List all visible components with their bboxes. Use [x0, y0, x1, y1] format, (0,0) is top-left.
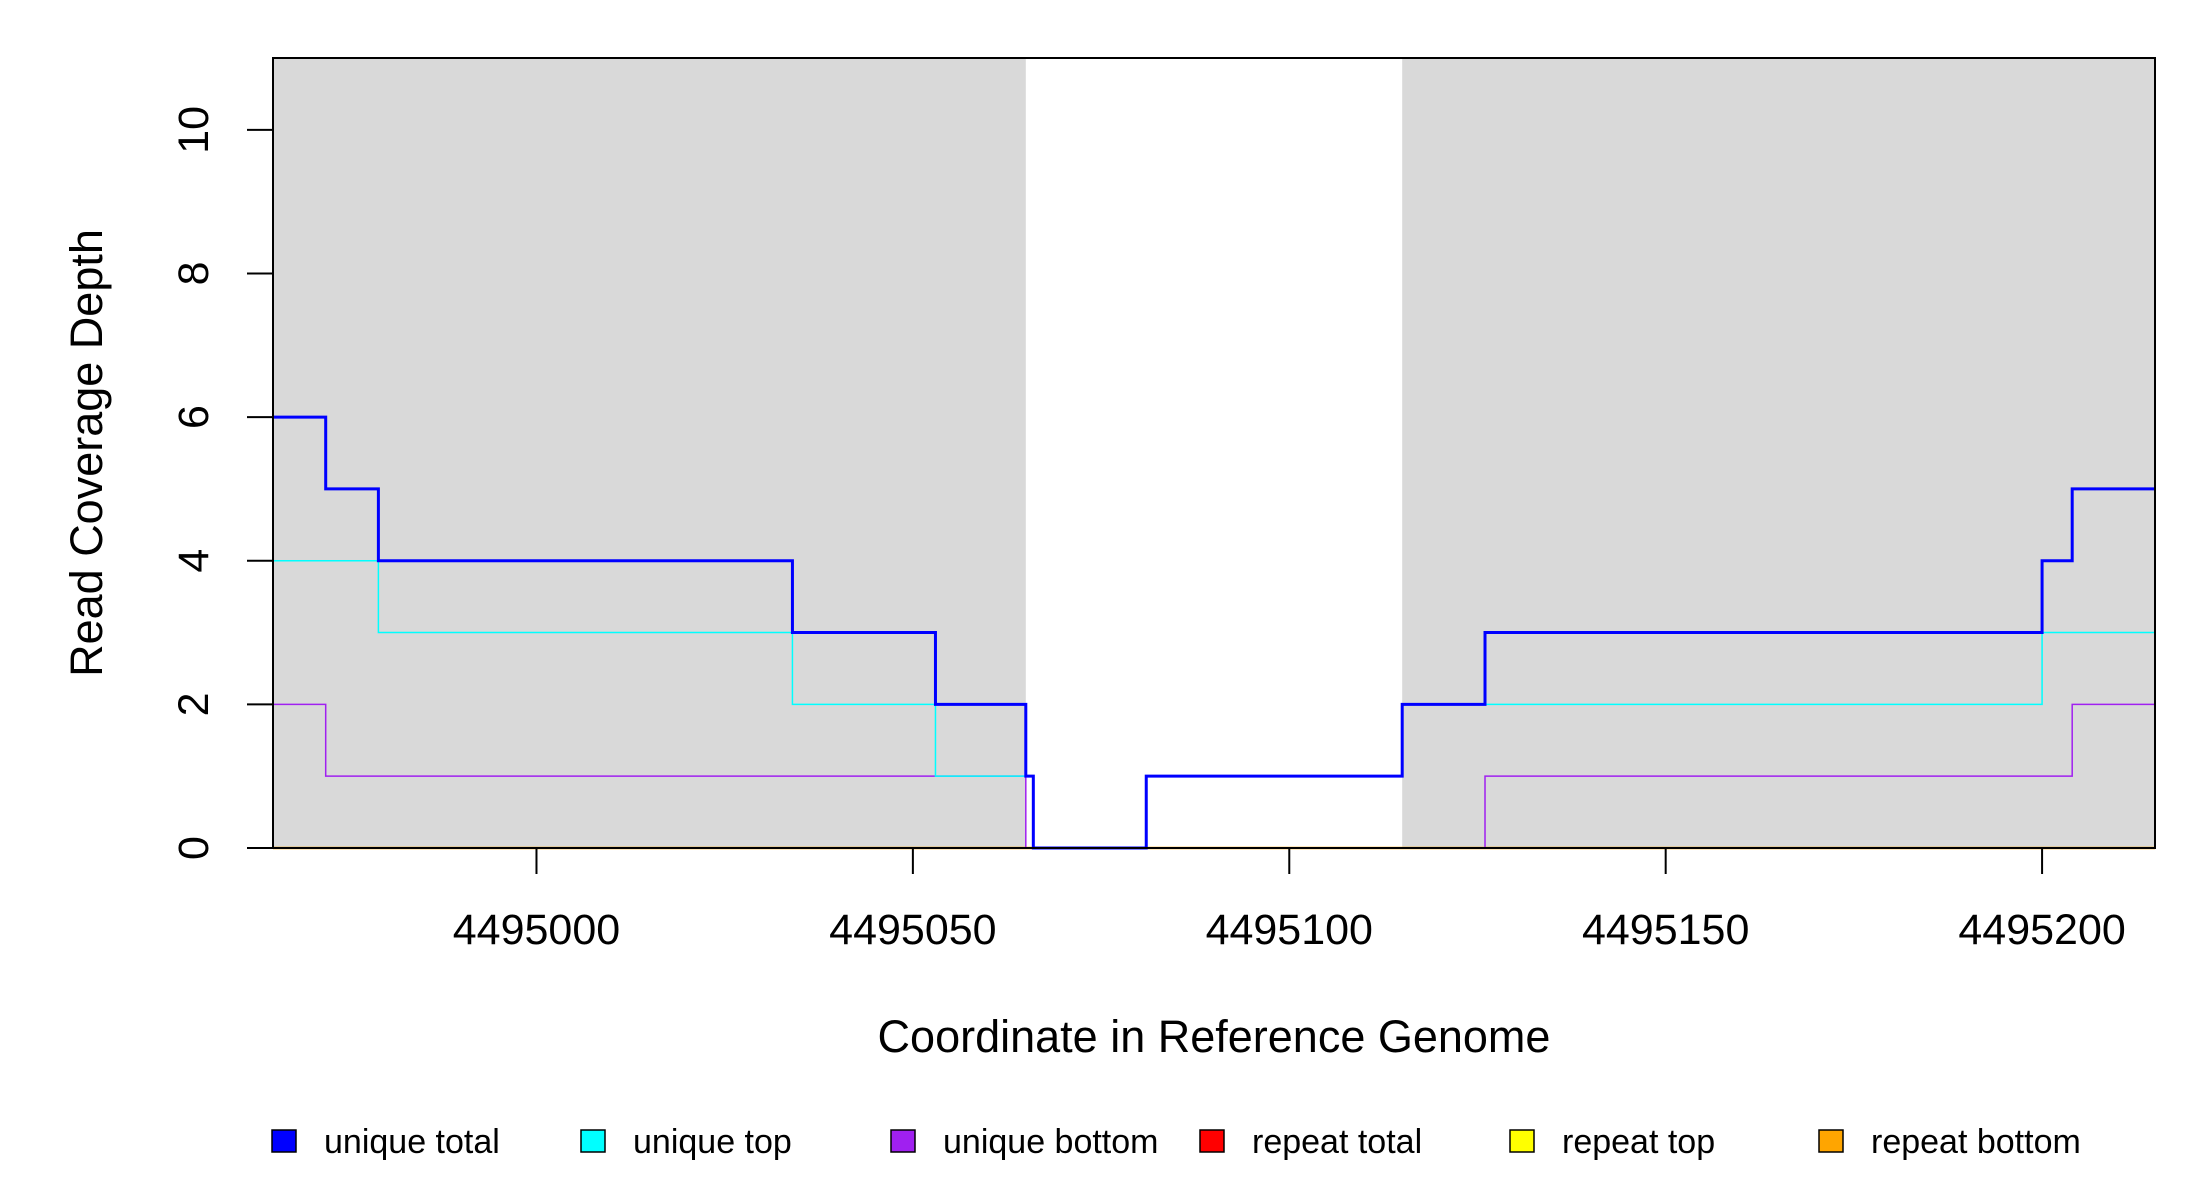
legend-swatch	[1509, 1129, 1535, 1153]
legend-label: repeat bottom	[1871, 1123, 2081, 1161]
legend: unique total unique top unique bottom repea…	[271, 1123, 2081, 1161]
y-tick-label: 6	[170, 405, 218, 429]
legend-item-repeat-top: repeat top	[1509, 1123, 1715, 1161]
y-axis-title: Read Coverage Depth	[61, 229, 112, 677]
y-axis: 0 2 4 6 8 10	[170, 106, 274, 860]
legend-label: repeat top	[1562, 1123, 1715, 1161]
shaded-region-1	[273, 58, 1026, 848]
legend-swatch	[271, 1129, 297, 1153]
y-tick-label: 8	[170, 261, 218, 285]
x-tick-label: 4495050	[829, 906, 996, 954]
y-tick-label: 4	[170, 549, 218, 573]
legend-swatch	[1818, 1129, 1844, 1153]
legend-label: unique top	[633, 1123, 792, 1161]
x-axis: 4495000 4495050 4495100 4495150 4495200	[453, 848, 2126, 954]
shaded-regions	[273, 58, 2155, 848]
legend-item-unique-top: unique top	[580, 1123, 792, 1161]
x-tick-label: 4495200	[1958, 906, 2125, 954]
x-tick-label: 4495150	[1582, 906, 1749, 954]
legend-label: repeat total	[1252, 1123, 1422, 1161]
y-tick-label: 10	[170, 106, 218, 154]
legend-item-unique-bottom: unique bottom	[890, 1123, 1159, 1161]
legend-item-unique-total: unique total	[271, 1123, 500, 1161]
series-line-unique-total	[273, 415, 2155, 850]
legend-label: unique bottom	[943, 1123, 1159, 1161]
legend-item-repeat-bottom: repeat bottom	[1818, 1123, 2081, 1161]
legend-item-repeat-total: repeat total	[1199, 1123, 1422, 1161]
legend-swatch	[890, 1129, 916, 1153]
shaded-region-2	[1402, 58, 2155, 848]
x-axis-title: Coordinate in Reference Genome	[878, 1011, 1551, 1062]
legend-swatch	[1199, 1129, 1225, 1153]
x-tick-label: 4495100	[1206, 906, 1373, 954]
legend-label: unique total	[324, 1123, 500, 1161]
x-tick-label: 4495000	[453, 906, 620, 954]
y-tick-label: 2	[170, 692, 218, 716]
y-tick-label: 0	[170, 836, 218, 860]
legend-swatch	[580, 1129, 606, 1153]
